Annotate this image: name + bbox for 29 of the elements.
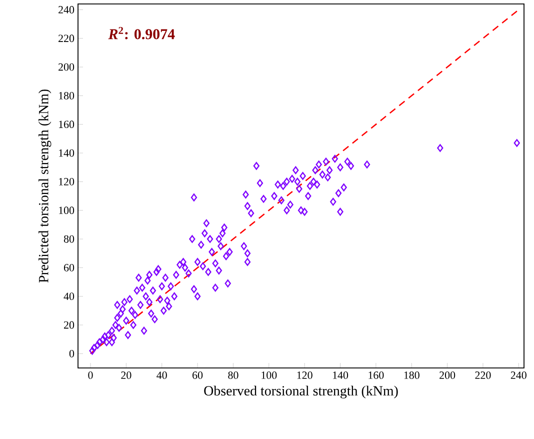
y-tick-label: 60 <box>64 264 74 272</box>
y-tick-label: 140 <box>59 149 74 157</box>
x-tick-label: 20 <box>121 372 132 379</box>
y-tick-label: 40 <box>64 292 74 300</box>
x-tick-label: 220 <box>475 372 491 379</box>
x-tick-label: 40 <box>156 372 167 379</box>
y-tick-label: 200 <box>58 63 74 71</box>
y-tick-label: 220 <box>58 34 74 42</box>
y-tick-label: 160 <box>59 120 74 128</box>
x-tick-label: 180 <box>404 372 420 379</box>
x-tick-label: 100 <box>262 372 277 379</box>
x-tick-label: 0 <box>88 372 93 379</box>
x-tick-label: 160 <box>368 372 384 379</box>
x-tick-label: 120 <box>297 372 312 379</box>
y-tick-label: 20 <box>64 321 74 329</box>
x-tick-label: 200 <box>440 372 456 379</box>
y-tick-label: 180 <box>59 92 74 100</box>
y-tick-label: 100 <box>59 206 74 214</box>
annotation: R$^{2}$: 0.9074 <box>108 26 175 40</box>
x-tick-label: 240 <box>510 372 526 379</box>
x-tick-label: 60 <box>192 372 203 379</box>
x-axis-title: Observed torsional strength (kNm) <box>204 386 398 398</box>
y-tick-label: 0 <box>69 350 74 358</box>
x-tick-label: 80 <box>228 372 238 379</box>
x-tick-label: 140 <box>333 372 348 379</box>
y-tick-label: 120 <box>59 178 74 186</box>
y-axis-title: Predicted torsional strength (kNm) <box>38 90 52 283</box>
y-tick-label: 240 <box>58 6 74 14</box>
y-tick-label: 80 <box>64 235 74 243</box>
